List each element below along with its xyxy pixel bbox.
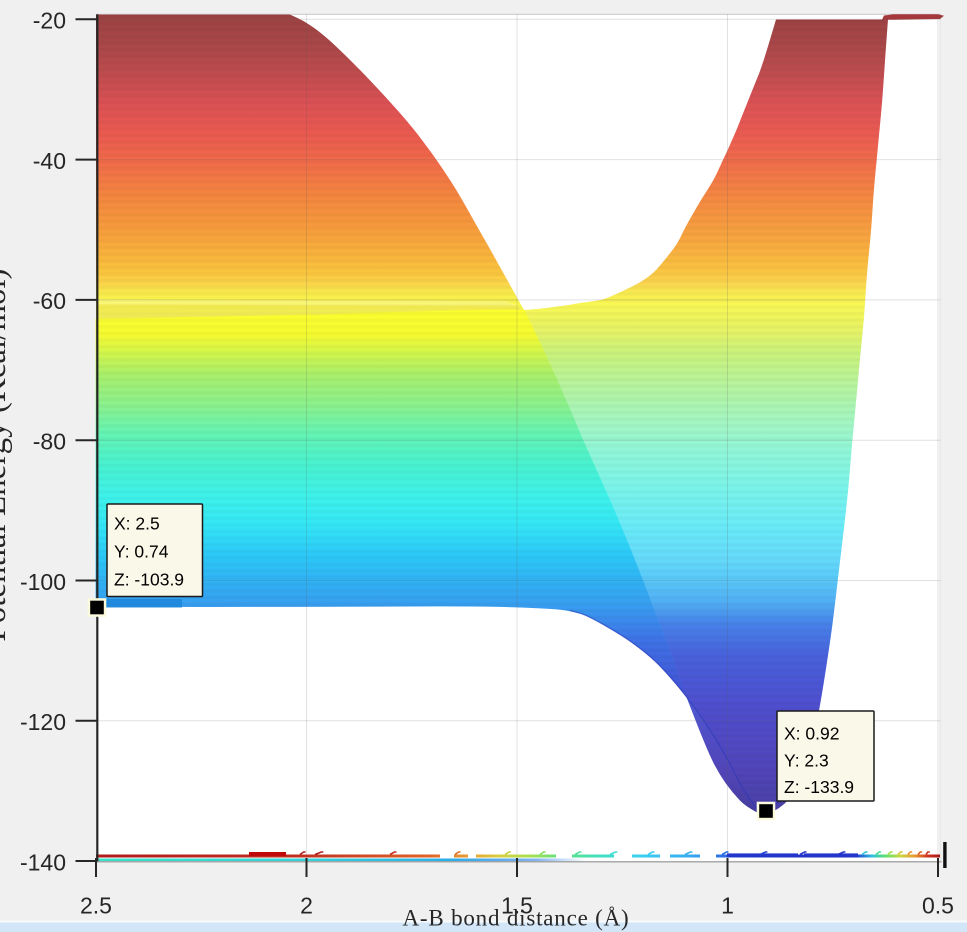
svg-text:X: 2.5: X: 2.5 — [114, 514, 160, 534]
svg-text:-60: -60 — [33, 288, 66, 314]
svg-text:2: 2 — [300, 893, 313, 919]
svg-text:-80: -80 — [33, 429, 66, 455]
svg-text:Z: -133.9: Z: -133.9 — [784, 777, 854, 797]
svg-text:Y: 2.3: Y: 2.3 — [784, 751, 829, 771]
svg-text:X: 0.92: X: 0.92 — [784, 724, 839, 744]
svg-text:A-B bond distance (Å): A-B bond distance (Å) — [403, 906, 630, 931]
svg-text:Potential Energy (Kcal/mol): Potential Energy (Kcal/mol) — [0, 268, 13, 641]
svg-text:0.5: 0.5 — [922, 893, 954, 919]
svg-text:1: 1 — [721, 893, 734, 919]
svg-text:1.5: 1.5 — [501, 893, 533, 919]
svg-text:-140: -140 — [20, 849, 66, 875]
svg-text:Y: 0.74: Y: 0.74 — [114, 542, 169, 562]
svg-text:Z: -103.9: Z: -103.9 — [114, 570, 184, 590]
svg-text:-120: -120 — [20, 709, 66, 735]
svg-text:-20: -20 — [33, 8, 66, 34]
svg-text:-40: -40 — [33, 148, 66, 174]
svg-text:2.5: 2.5 — [80, 893, 112, 919]
svg-text:-100: -100 — [20, 569, 66, 595]
